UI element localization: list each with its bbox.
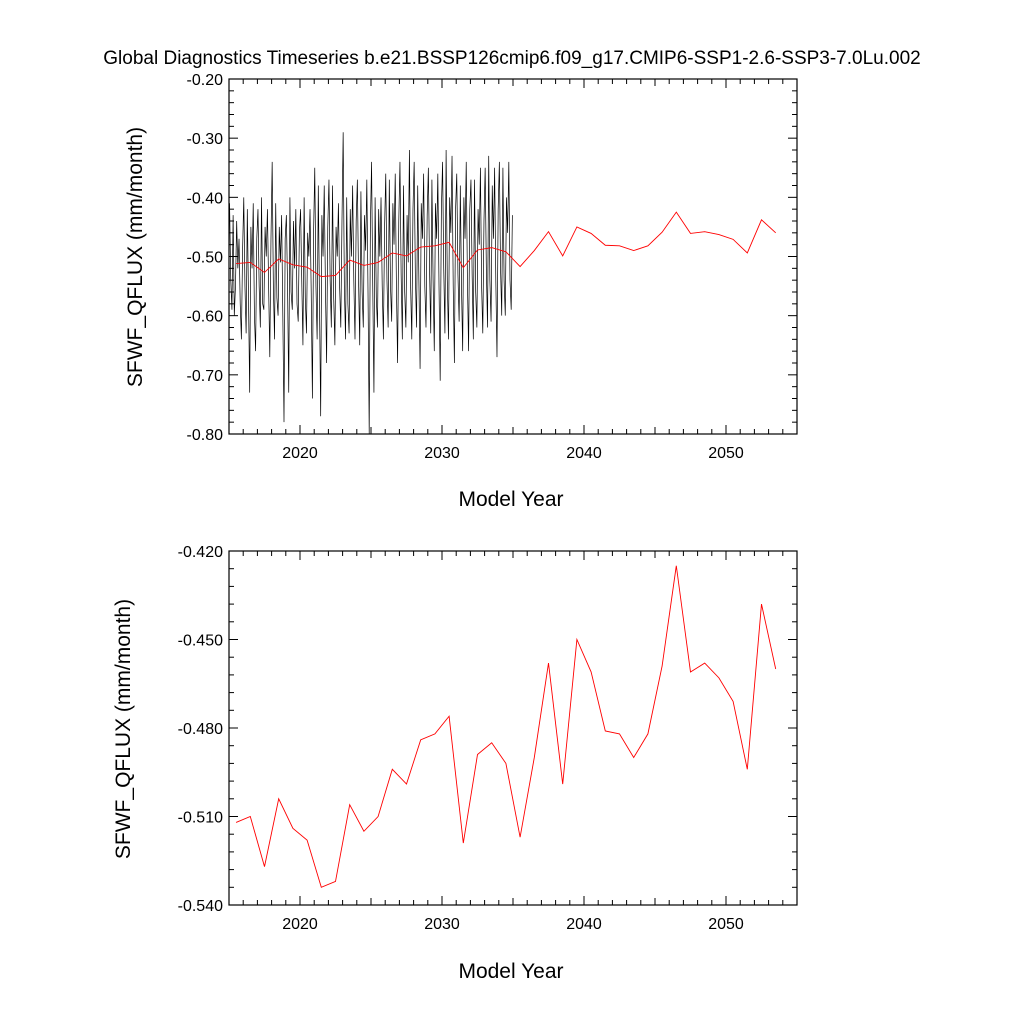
y-tick-label: -0.540	[178, 898, 223, 915]
chart-title: Global Diagnostics Timeseries b.e21.BSSP…	[103, 48, 920, 69]
top-panel: SFWF_QFLUX (mm/month) Model Year -0.20 -0…	[124, 72, 798, 511]
top-annual-series-line	[236, 211, 777, 278]
x-tick-label: 2050	[708, 445, 744, 462]
bottom-ylabel: SFWF_QFLUX (mm/month)	[112, 599, 135, 859]
y-tick-label: -0.70	[187, 368, 224, 385]
x-tick-label: 2050	[708, 916, 744, 933]
y-tick-label: -0.20	[187, 72, 224, 89]
top-ylabel: SFWF_QFLUX (mm/month)	[124, 127, 147, 387]
y-tick-label: -0.50	[187, 250, 224, 267]
bottom-panel: SFWF_QFLUX (mm/month) Model Year -0.420 -…	[112, 544, 798, 983]
x-tick-label: 2020	[282, 445, 318, 462]
top-xlabel: Model Year	[458, 488, 563, 511]
x-tick-label: 2030	[424, 916, 460, 933]
x-tick-label: 2020	[282, 916, 318, 933]
y-tick-label: -0.420	[178, 544, 223, 561]
y-tick-label: -0.480	[178, 721, 223, 738]
y-tick-label: -0.30	[187, 131, 224, 148]
y-tick-label: -0.450	[178, 633, 223, 650]
x-tick-label: 2040	[566, 445, 602, 462]
y-tick-label: -0.60	[187, 309, 224, 326]
bottom-plot-frame	[228, 550, 798, 906]
top-monthly-series-line	[229, 132, 513, 434]
bottom-xlabel: Model Year	[458, 960, 563, 983]
x-tick-label: 2040	[566, 916, 602, 933]
y-tick-label: -0.40	[187, 190, 224, 207]
x-tick-label: 2030	[424, 445, 460, 462]
y-tick-label: -0.510	[178, 810, 223, 827]
top-plot-frame	[228, 78, 798, 435]
bottom-annual-series-line	[235, 565, 777, 888]
y-tick-label: -0.80	[187, 427, 224, 444]
